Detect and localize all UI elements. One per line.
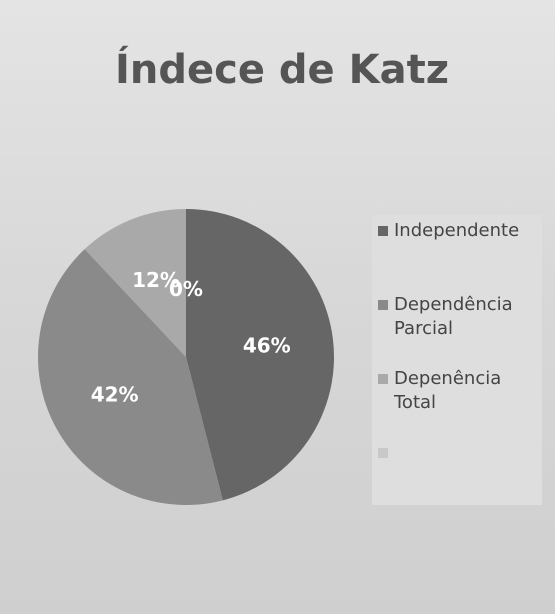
legend-item: Depenência Total	[378, 367, 538, 415]
data-label: 42%	[91, 383, 139, 407]
pie-slice	[38, 249, 223, 506]
legend-swatch	[378, 226, 388, 236]
legend-item: Dependência Parcial	[378, 293, 538, 341]
pie-slice	[186, 209, 335, 501]
pie-slice	[84, 209, 186, 357]
legend-label: Independente	[394, 220, 520, 241]
legend-item: Independente	[378, 219, 538, 243]
legend-swatch	[378, 448, 388, 458]
data-label: 46%	[243, 333, 291, 357]
legend-label: Depenência Total	[394, 368, 502, 413]
legend-swatch	[378, 374, 388, 384]
legend-swatch	[378, 300, 388, 310]
legend-label: Dependência Parcial	[394, 294, 513, 339]
data-label: 12%	[132, 268, 180, 292]
legend: Independente Dependência Parcial Depenênci…	[372, 215, 542, 505]
data-label: 0%	[169, 277, 203, 301]
chart-title: Índece de Katz	[115, 45, 449, 93]
